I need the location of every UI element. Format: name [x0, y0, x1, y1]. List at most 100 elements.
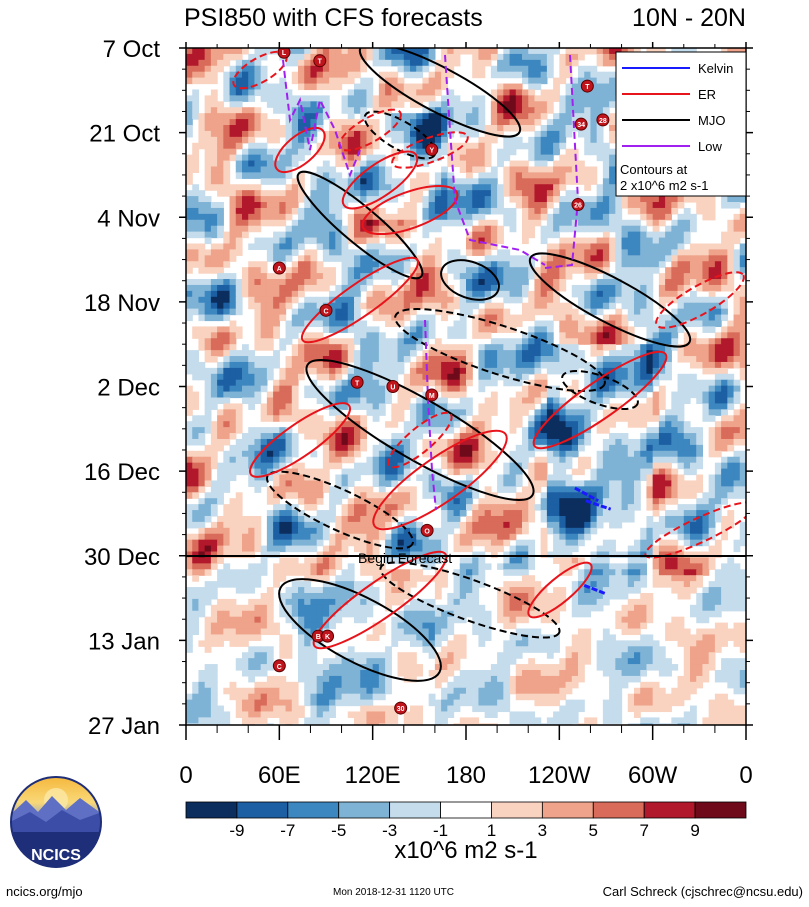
anomaly-cell — [273, 273, 280, 280]
anomaly-cell — [522, 403, 529, 410]
anomaly-cell — [733, 225, 741, 233]
anomaly-cell — [260, 290, 268, 298]
anomaly-cell — [316, 71, 324, 79]
anomaly-cell — [410, 65, 417, 73]
anomaly-cell — [447, 373, 455, 381]
anomaly-cell — [186, 249, 193, 256]
anomaly-cell — [273, 279, 280, 286]
anomaly-cell — [428, 350, 436, 357]
anomaly-cell — [391, 136, 399, 144]
anomaly-cell — [223, 125, 231, 132]
anomaly-cell — [509, 83, 517, 91]
anomaly-cell — [578, 243, 585, 251]
anomaly-cell — [534, 344, 542, 351]
anomaly-cell — [360, 391, 368, 399]
anomaly-cell — [248, 438, 256, 446]
anomaly-cell — [484, 314, 492, 322]
anomaly-cell — [428, 361, 436, 369]
anomaly-cell — [391, 320, 399, 328]
anomaly-cell — [378, 344, 386, 351]
anomaly-cell — [441, 444, 448, 452]
anomaly-cell — [354, 385, 361, 393]
anomaly-cell — [360, 344, 368, 351]
anomaly-cell — [503, 356, 511, 363]
anomaly-cell — [466, 148, 473, 156]
anomaly-cell — [198, 71, 206, 79]
anomaly-cell — [341, 136, 349, 144]
anomaly-cell — [248, 302, 256, 310]
anomaly-cell — [690, 296, 697, 304]
anomaly-cell — [571, 101, 579, 108]
anomaly-cell — [683, 237, 691, 245]
anomaly-cell — [522, 219, 529, 227]
anomaly-cell — [509, 350, 517, 357]
anomaly-cell — [291, 48, 299, 55]
anomaly-cell — [459, 296, 467, 304]
anomaly-cell — [721, 409, 728, 416]
anomaly-cell — [329, 433, 336, 440]
anomaly-cell — [478, 273, 486, 280]
anomaly-cell — [378, 154, 386, 162]
anomaly-cell — [596, 225, 604, 233]
anomaly-cell — [229, 391, 237, 399]
anomaly-cell — [602, 190, 610, 197]
anomaly-cell — [553, 314, 560, 322]
anomaly-cell — [658, 231, 666, 239]
anomaly-cell — [360, 332, 368, 339]
anomaly-cell — [192, 231, 200, 239]
anomaly-cell — [472, 213, 480, 221]
anomaly-cell — [534, 196, 542, 203]
anomaly-cell — [652, 367, 660, 375]
anomaly-cell — [590, 107, 598, 114]
anomaly-cell — [634, 273, 641, 280]
anomaly-cell — [683, 427, 691, 434]
anomaly-cell — [497, 89, 504, 96]
anomaly-cell — [192, 415, 200, 422]
anomaly-cell — [273, 397, 280, 405]
anomaly-cell — [335, 409, 343, 416]
anomaly-cell — [497, 344, 504, 351]
anomaly-cell — [490, 172, 498, 179]
anomaly-cell — [534, 107, 542, 114]
anomaly-cell — [329, 456, 336, 464]
anomaly-cell — [490, 207, 498, 215]
anomaly-cell — [484, 415, 492, 422]
anomaly-cell — [640, 284, 648, 292]
anomaly-cell — [478, 249, 486, 256]
anomaly-cell — [453, 444, 461, 452]
anomaly-cell — [621, 415, 629, 422]
anomaly-cell — [322, 113, 330, 120]
anomaly-cell — [553, 231, 560, 239]
anomaly-cell — [522, 391, 529, 399]
anomaly-cell — [652, 249, 660, 256]
anomaly-cell — [210, 290, 218, 298]
anomaly-cell — [260, 427, 268, 434]
anomaly-cell — [546, 409, 554, 416]
anomaly-cell — [298, 237, 305, 245]
anomaly-cell — [260, 379, 268, 387]
anomaly-cell — [565, 273, 573, 280]
anomaly-cell — [453, 219, 461, 227]
anomaly-cell — [658, 243, 666, 251]
anomaly-cell — [204, 101, 212, 108]
anomaly-cell — [472, 207, 480, 215]
anomaly-cell — [310, 207, 318, 215]
anomaly-cell — [210, 308, 218, 316]
anomaly-cell — [298, 290, 305, 298]
anomaly-cell — [584, 48, 592, 55]
anomaly-cell — [652, 409, 660, 416]
anomaly-cell — [459, 202, 467, 209]
anomaly-cell — [217, 225, 224, 233]
anomaly-cell — [385, 338, 392, 345]
anomaly-cell — [596, 326, 604, 333]
anomaly-cell — [266, 391, 274, 399]
anomaly-cell — [739, 231, 746, 239]
anomaly-cell — [422, 338, 430, 345]
anomaly-cell — [621, 231, 629, 239]
anomaly-cell — [565, 320, 573, 328]
anomaly-cell — [534, 279, 542, 286]
anomaly-cell — [354, 148, 361, 156]
anomaly-cell — [621, 290, 629, 298]
anomaly-cell — [546, 101, 554, 108]
anomaly-cell — [721, 356, 728, 363]
